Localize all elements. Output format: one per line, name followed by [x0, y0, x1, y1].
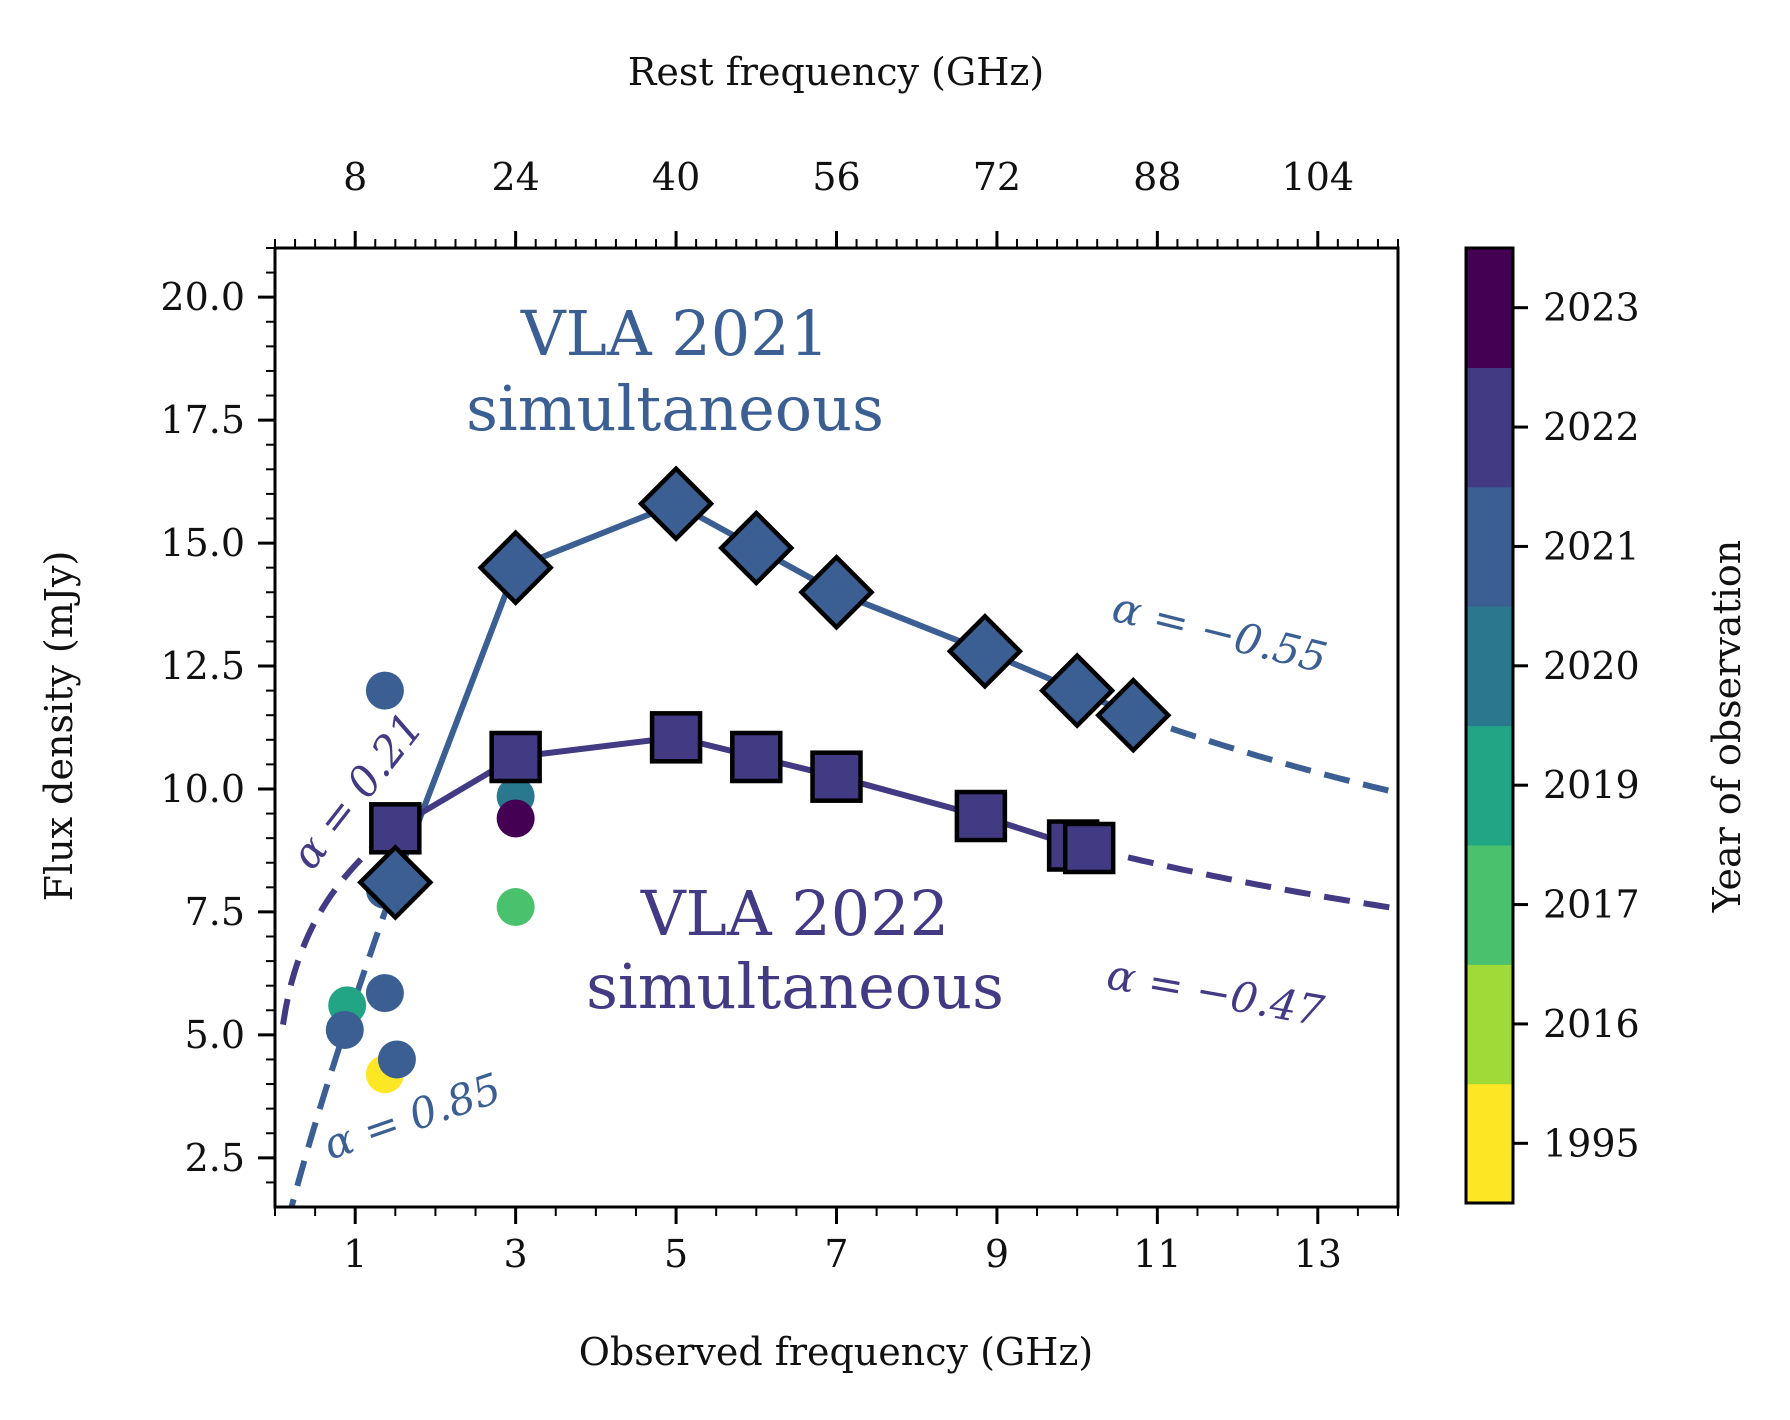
- top-tick-label: 40: [652, 155, 700, 199]
- axis-ticks: 1 3 5 7 9 11 138 24 40 56 72 88 1042.55.07.510.012.5…: [160, 155, 1399, 1276]
- top-axis-title: Rest frequency (GHz): [628, 50, 1044, 94]
- vla2022-marker-5: [954, 789, 1008, 843]
- vla2021-marker-2: [637, 465, 715, 542]
- vla2022-marker-3: [730, 730, 783, 784]
- colorbar-segment-2017: [1466, 844, 1513, 965]
- x-axis-title: Observed frequency (GHz): [579, 1330, 1093, 1374]
- x-tick-label: 13: [1294, 1232, 1342, 1276]
- colorbar-tick-label: 2020: [1543, 644, 1640, 688]
- x-tick-label: 5: [664, 1232, 688, 1276]
- vla2021-marker-7: [1095, 677, 1172, 754]
- x-tick-label: 11: [1133, 1232, 1181, 1276]
- colorbar-segment-2022: [1466, 367, 1513, 488]
- colorbar-tick-label: 2017: [1543, 883, 1640, 927]
- vla2022-marker-1: [489, 730, 542, 784]
- top-tick-label: 8: [343, 155, 367, 199]
- y-tick-label: 10.0: [160, 767, 245, 811]
- vla2022-extrapolation: [1088, 845, 1398, 912]
- vla2021-title: VLA 2021: [520, 297, 829, 370]
- vla2022-title: VLA 2022: [640, 877, 949, 950]
- colorbar-segment-2019: [1466, 725, 1513, 846]
- vla2022-marker-4: [810, 750, 863, 803]
- archival-point-2023: [496, 799, 535, 838]
- colorbar-title: Year of observation: [1705, 540, 1749, 913]
- vla2022-subtitle: simultaneous: [586, 950, 1004, 1023]
- colorbar-tick-label: 2016: [1543, 1002, 1640, 1046]
- vla2021-marker-1: [477, 529, 554, 606]
- x-tick-label: 1: [343, 1232, 367, 1276]
- y-axis-title: Flux density (mJy): [37, 551, 81, 902]
- x-tick-label: 3: [504, 1232, 528, 1276]
- y-tick-label: 5.0: [185, 1013, 245, 1057]
- archival-point-2021: [325, 1010, 364, 1049]
- y-tick-label: 2.5: [185, 1136, 245, 1180]
- vla2021-marker-3: [718, 509, 795, 587]
- y-tick-label: 12.5: [160, 644, 245, 688]
- x-tick-label: 7: [824, 1232, 848, 1276]
- y-tick-label: 15.0: [160, 521, 245, 565]
- y-tick-label: 20.0: [160, 275, 245, 319]
- top-tick-label: 88: [1133, 155, 1181, 199]
- colorbar-tick-label: 2019: [1543, 763, 1640, 807]
- top-tick-label: 72: [973, 155, 1021, 199]
- colorbar-tick-label: 2021: [1543, 524, 1640, 568]
- archival-point-2021: [377, 1040, 416, 1079]
- y-tick-label: 17.5: [160, 398, 245, 442]
- vla2021-marker-0: [357, 844, 434, 921]
- top-tick-label: 56: [812, 155, 860, 199]
- colorbar-segment-1995: [1466, 1083, 1513, 1204]
- x-tick-label: 9: [985, 1232, 1009, 1276]
- y-tick-label: 7.5: [185, 890, 245, 934]
- colorbar-segment-2016: [1466, 964, 1513, 1085]
- archival-point-2017: [496, 888, 535, 927]
- top-tick-label: 104: [1282, 155, 1355, 199]
- series-markers: [357, 465, 1172, 921]
- colorbar-segment-2020: [1466, 606, 1513, 727]
- vla2021-marker-4: [798, 554, 875, 631]
- colorbar-segment-2023: [1466, 248, 1513, 368]
- vla2022-marker-7: [1062, 821, 1116, 875]
- vla2021-subtitle: simultaneous: [466, 372, 884, 445]
- vla2021-extrapolation: [1132, 712, 1398, 796]
- colorbar-tick-label: 1995: [1543, 1121, 1640, 1165]
- colorbar-segment-2021: [1466, 486, 1513, 607]
- archival-point-2021: [365, 974, 404, 1013]
- top-tick-label: 24: [491, 155, 539, 199]
- colorbar-border: [1464, 246, 1515, 1205]
- archival-point-2021: [365, 671, 404, 710]
- colorbar-tick-label: 2022: [1543, 405, 1640, 449]
- vla2021-marker-5: [946, 613, 1024, 690]
- vla2021-lowfit: [288, 881, 399, 1207]
- vla2022-marker-2: [649, 711, 703, 764]
- colorbar: 1995 2016 2017 2019 2020 2021 2022 2023: [1464, 246, 1640, 1205]
- colorbar-tick-label: 2023: [1543, 286, 1640, 330]
- vla2021-marker-6: [1038, 652, 1116, 729]
